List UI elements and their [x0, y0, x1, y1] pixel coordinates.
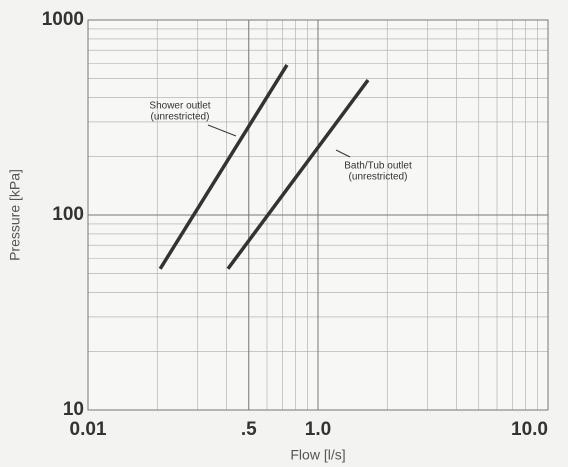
x-tick-label: 0.01 — [70, 419, 107, 440]
x-axis-label: Flow [l/s] — [290, 447, 345, 463]
leader-line — [207, 124, 237, 137]
x-tick-label: 1.0 — [305, 419, 331, 440]
y-tick-label: 1000 — [42, 9, 84, 30]
x-tick-label: .5 — [241, 419, 257, 440]
x-tick-label: 10.0 — [511, 419, 548, 440]
series-line — [158, 64, 289, 270]
series-line — [226, 79, 370, 270]
y-tick-label: 10 — [63, 399, 84, 420]
series-label: Shower outlet — [149, 101, 210, 112]
series-note: (unrestricted) — [349, 172, 408, 183]
series-label: Bath/Tub outlet — [344, 161, 412, 172]
leader-line — [335, 149, 351, 158]
series-note: (unrestricted) — [151, 112, 210, 123]
y-tick-label: 100 — [52, 204, 84, 225]
y-axis-label: Pressure [kPa] — [7, 169, 23, 261]
